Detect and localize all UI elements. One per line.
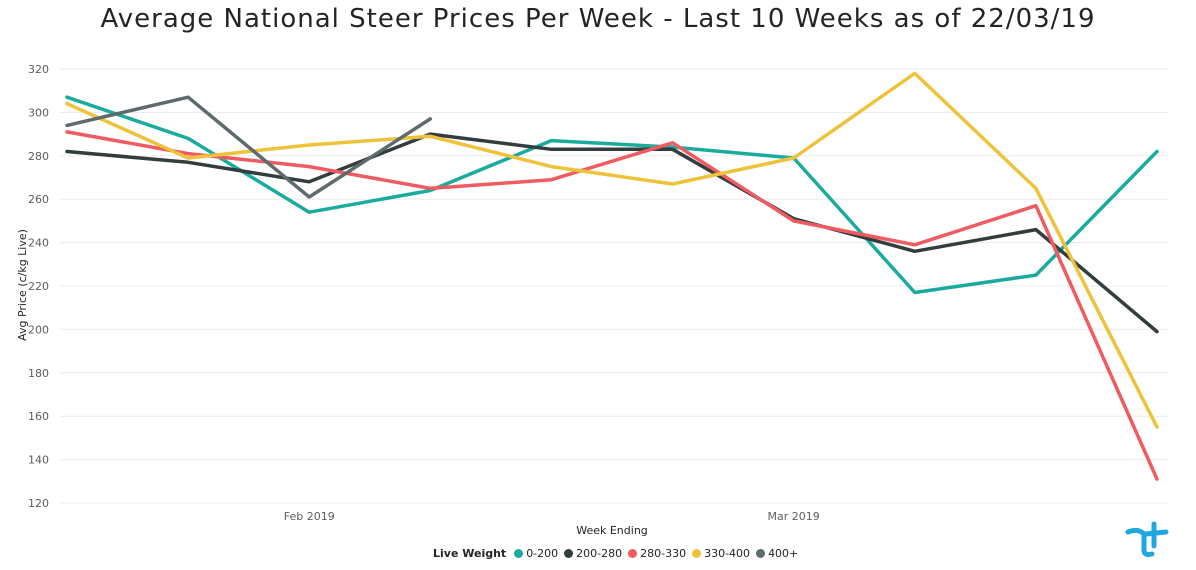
series-line-330-400 <box>65 71 1159 429</box>
legend-label: 200-280 <box>576 547 623 560</box>
x-tick-label: Mar 2019 <box>768 510 820 523</box>
legend-item-200-280[interactable]: 200-280 <box>564 547 622 560</box>
series-lines <box>65 71 1159 481</box>
legend-marker <box>514 549 524 558</box>
legend-marker <box>692 549 702 558</box>
x-axis-ticks: Feb 2019 Mar 2019 <box>284 510 820 523</box>
y-tick-label: 300 <box>28 106 49 119</box>
series-line-280-330 <box>65 130 1159 481</box>
legend-label: 330-400 <box>704 547 751 560</box>
y-tick-label: 140 <box>28 454 49 467</box>
legend-label: 400+ <box>768 547 799 560</box>
series-line-200-280 <box>65 132 1159 334</box>
y-tick-label: 240 <box>28 237 49 250</box>
legend-marker <box>628 549 638 558</box>
legend-item-330-400[interactable]: 330-400 <box>692 547 750 560</box>
x-axis-title: Week Ending <box>576 524 648 537</box>
legend: Live Weight 0-200 200-280 280-330 330-400 40… <box>433 547 800 560</box>
y-tick-label: 120 <box>28 497 49 510</box>
gridlines <box>60 68 1168 504</box>
legend-label: 0-200 <box>526 547 559 560</box>
y-axis-title: Avg Price (c/kg Live) <box>16 229 29 341</box>
legend-marker <box>756 549 766 558</box>
legend-label: 280-330 <box>640 547 687 560</box>
chart-title: Average National Steer Prices Per Week -… <box>100 4 1096 34</box>
y-axis-ticks: 120 140 160 180 200 220 240 260 280 300 320 <box>28 63 49 510</box>
series-line-400+ <box>65 95 433 199</box>
y-tick-label: 160 <box>28 410 49 423</box>
legend-item-0-200[interactable]: 0-200 <box>514 547 558 560</box>
y-tick-label: 260 <box>28 193 49 206</box>
legend-item-280-330[interactable]: 280-330 <box>628 547 686 560</box>
y-tick-label: 180 <box>28 367 49 380</box>
brand-logo-icon <box>1125 521 1169 557</box>
y-tick-label: 220 <box>28 280 49 293</box>
legend-title: Live Weight <box>433 547 507 560</box>
legend-marker <box>564 549 574 558</box>
y-tick-label: 320 <box>28 63 49 76</box>
legend-item-400+[interactable]: 400+ <box>756 547 798 560</box>
y-tick-label: 280 <box>28 150 49 163</box>
y-tick-label: 200 <box>28 323 49 336</box>
series-line-0-200 <box>65 95 1159 295</box>
x-tick-label: Feb 2019 <box>284 510 335 523</box>
